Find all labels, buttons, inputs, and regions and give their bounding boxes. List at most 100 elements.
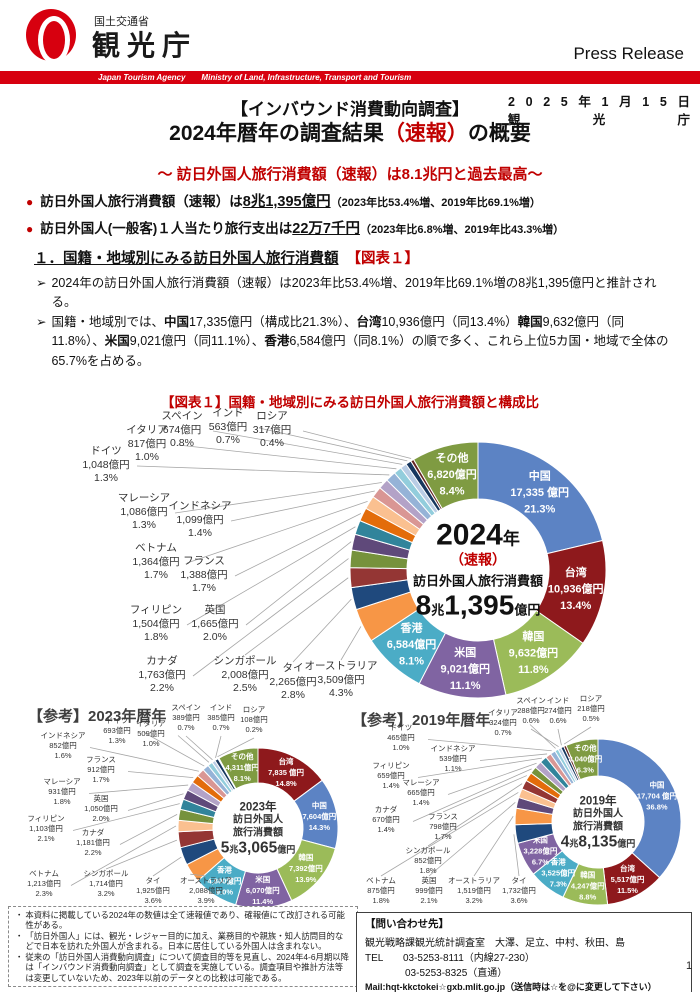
segment-米国: [235, 868, 293, 909]
segment-label-中国: 中国 7,604億円 14.3%: [302, 800, 336, 832]
leader-line: [72, 803, 180, 831]
date-char: 5: [659, 95, 667, 109]
segment-マレーシア: [534, 761, 567, 793]
callout-label-オーストラリア: オーストラリア 3,509億円 4.3%: [304, 660, 378, 699]
segment-英国: [351, 533, 411, 560]
segment-カナダ: [349, 549, 409, 570]
segment-label-香港: 香港 4,800億円 9.0%: [208, 864, 242, 896]
leader-line: [217, 737, 255, 758]
segment-オーストラリア: [514, 807, 554, 826]
segment-マレーシア: [379, 479, 429, 526]
segment-中国: [293, 779, 339, 850]
bullet-text: 訪日外国人旅行消費額（速報）は8兆1,395億円（2023年比53.4%増、20…: [40, 194, 541, 210]
segment-シンガポール: [349, 567, 409, 589]
segment-フランス: [525, 772, 562, 800]
segment-イタリア: [207, 761, 233, 794]
org-char: 光: [592, 113, 606, 128]
segment-シンガポール: [521, 779, 559, 805]
leader-line: [89, 747, 199, 772]
segment-label-中国: 中国 17,335 億円 21.3%: [510, 468, 569, 515]
release-org: 観光庁: [508, 111, 690, 129]
leader-line: [442, 775, 527, 813]
segment-ベトナム: [518, 788, 557, 810]
callout-label-ロシア: ロシア 108億円 0.2%: [240, 705, 268, 735]
segment-インド: [214, 757, 237, 791]
segment-香港: [532, 850, 580, 898]
callout-label-シンガポール: シンガポール 1,714億円 3.2%: [83, 869, 129, 899]
segment-タイ: [350, 579, 412, 611]
leader-line: [127, 771, 194, 779]
segment-label-台湾: 台湾 10,936億円 13.4%: [548, 565, 604, 612]
callout-label-インドネシア: インドネシア 852億円 1.6%: [40, 731, 86, 761]
callout-label-フランス: フランス 798億円 1.7%: [428, 812, 458, 842]
donut-center-2024年: 2024年 （速報） 訪日外国人旅行消費額 8兆1,395億円: [413, 519, 543, 622]
caption-2023: 【参考】2023年暦年: [28, 708, 167, 725]
segment-ドイツ: [202, 764, 231, 796]
leader-line: [70, 825, 177, 886]
paragraph: ➢ 国籍・地域別では、中国17,335億円（構成比21.3%）、台湾10,936億…: [36, 313, 676, 371]
center-year: 2019年: [579, 795, 617, 808]
leader-line: [215, 735, 222, 758]
segment-オーストラリア: [355, 591, 420, 642]
callout-label-フィリピン: フィリピン 659億円 1.4%: [372, 761, 410, 791]
ministry-name: 国土交通省: [94, 16, 149, 28]
center-year: 2023年: [239, 801, 277, 814]
total-amount: 4兆8,135億円: [560, 833, 636, 851]
contact-line: Mail:hqt-kkctokei☆gxb.mlit.go.jp（送信時は☆を@…: [365, 981, 657, 992]
figure-title: 【図表１】国籍・地域別にみる訪日外国人旅行消費額と構成比: [161, 395, 539, 410]
center-desc: 訪日外国人旅行消費額: [232, 814, 283, 839]
bullet-text: 訪日外国人(一般客)１人当たり旅行支出は22万7千円（2023年比6.8%増、2…: [40, 221, 565, 237]
segment-中国: [597, 738, 682, 879]
leader-line: [340, 626, 362, 661]
leader-line: [447, 762, 537, 795]
callout-label-インドネシア: インドネシア 539億円 1.1%: [430, 744, 476, 774]
date-char: 1: [601, 95, 609, 109]
segment-カナダ: [530, 766, 565, 796]
segment-label-韓国: 韓国 7,392億円 13.9%: [289, 852, 323, 884]
segment-ベトナム: [177, 819, 214, 833]
callout-label-インド: インド 274億円 0.6%: [544, 696, 572, 726]
date-char: 1: [642, 95, 650, 109]
segment-その他: [565, 738, 599, 781]
callout-label-スペイン: スペイン 288億円 0.6%: [516, 696, 546, 726]
paragraph-text: 2024年の訪日外国人旅行消費額（速報）は2023年比53.4%増、2019年比…: [51, 276, 657, 310]
segment-label-その他: その他 4,311億円 8.1%: [226, 751, 260, 783]
leader-line: [119, 814, 178, 845]
page-title: 2024年暦年の調査結果（速報）の概要: [0, 117, 700, 147]
leader-line: [177, 444, 397, 470]
callout-label-ベトナム: ベトナム 875億円 1.8%: [366, 876, 396, 906]
title-suffix: の概要: [467, 122, 531, 145]
summary-bullet: ● 訪日外国人旅行消費額（速報）は8兆1,395億円（2023年比53.4%増、2…: [26, 190, 686, 211]
bullet-dot-icon: ●: [26, 195, 34, 209]
leader-line: [380, 792, 519, 877]
callout-label-オーストラリア: オーストラリア 1,519億円 3.2%: [447, 876, 501, 906]
header-band-text: Japan Tourism Agency Ministry of Land, I…: [98, 73, 412, 82]
segment-韓国: [492, 609, 584, 696]
section-paragraphs: ➢ 2024年の訪日外国人旅行消費額（速報）は2023年比53.4%増、2019年…: [36, 274, 676, 371]
segment-インド: [405, 460, 442, 512]
segment-フランス: [191, 774, 225, 804]
summary-bullet: ● 訪日外国人(一般客)１人当たり旅行支出は22万7千円（2023年比6.8%増、…: [26, 217, 686, 238]
callout-label-ロシア: ロシア 218億円 0.5%: [577, 694, 605, 724]
headline-subtitle: ～ 訪日外国人旅行消費額（速報）は8.1兆円と過去最高～: [157, 166, 543, 183]
leader-line: [234, 513, 362, 577]
callout-label-シンガポール: シンガポール 2,008億円 2.5%: [213, 655, 277, 694]
leader-line: [479, 753, 548, 761]
callout-label-ドイツ: ドイツ 1,048億円 1.3%: [82, 445, 130, 484]
note-bullet-icon: ・: [15, 930, 24, 941]
leader-line: [428, 802, 516, 877]
jta-logo-ring: [38, 16, 70, 64]
segment-米国: [517, 833, 563, 875]
press-release-label: Press Release: [573, 44, 684, 63]
agency-name: 観光庁: [92, 30, 198, 61]
date-char: 日: [677, 95, 690, 109]
contact-heading: 【問い合わせ先】: [365, 918, 449, 930]
title-highlight: （速報）: [383, 122, 468, 145]
date-char: 0: [525, 95, 533, 109]
leader-line: [174, 482, 382, 514]
